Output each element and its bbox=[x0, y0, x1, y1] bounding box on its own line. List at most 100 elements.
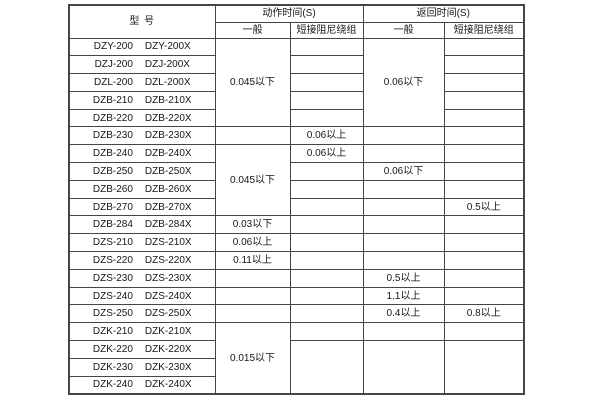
model-cell: DZB-220 DZB-220X bbox=[68, 108, 216, 128]
table-row: DZL-200 DZL-200X bbox=[68, 73, 525, 92]
table-row: DZB-210 DZB-210X bbox=[68, 90, 525, 110]
model-cell: DZB-240 DZB-240X bbox=[68, 144, 216, 164]
cell-ret-general: 0.5以上 bbox=[362, 268, 445, 288]
model-label: DZB-270 bbox=[92, 201, 133, 213]
cell-act-damped bbox=[289, 108, 364, 128]
table-row: DZB-284 DZB-284X 0.03以下 bbox=[68, 215, 525, 235]
model-cell: DZS-210 DZS-210X bbox=[68, 233, 216, 253]
cell-ret-damped bbox=[443, 233, 525, 253]
cell-ret-damped: 0.5以上 bbox=[443, 197, 525, 217]
model-label: DZS-240 bbox=[92, 290, 133, 302]
model-label: DZJ-200 bbox=[94, 59, 133, 71]
cell-ret-damped bbox=[443, 73, 525, 92]
cell-act-general: 0.03以下 bbox=[214, 215, 291, 235]
cell-ret-damped: 0.8以上 bbox=[443, 304, 525, 324]
cell-act-damped bbox=[289, 268, 364, 288]
model-label: DZJ-200X bbox=[144, 59, 190, 71]
cell-ret-damped bbox=[443, 286, 525, 306]
header-action-damped: 短接阻尼绕组 bbox=[289, 21, 364, 39]
table-row: DZB-250 DZB-250X 0.06以下 bbox=[68, 162, 525, 181]
model-label: DZB-210X bbox=[144, 94, 192, 106]
model-label: DZB-240 bbox=[92, 148, 133, 160]
model-label: DZL-200 bbox=[94, 76, 133, 88]
model-cell: DZB-270 DZB-270X bbox=[68, 197, 216, 217]
table-row: DZB-270 DZB-270X 0.5以上 bbox=[68, 197, 525, 217]
cell-act-general: 0.11以上 bbox=[214, 251, 291, 270]
model-label: DZY-200X bbox=[144, 41, 191, 53]
model-label: DZS-210 bbox=[92, 237, 133, 249]
model-cell: DZK-220 DZK-220X bbox=[68, 340, 216, 359]
cell-ret-general bbox=[362, 322, 445, 342]
cell-act-damped bbox=[289, 162, 364, 181]
cell-act-damped bbox=[289, 251, 364, 270]
cell-ret-general: 0.06以下 bbox=[362, 37, 445, 128]
model-cell: DZY-200 DZY-200X bbox=[68, 37, 216, 57]
table-body: DZY-200 DZY-200X 0.045以下 0.06以下 DZJ-200 DZJ-2… bbox=[68, 37, 525, 395]
cell-ret-general bbox=[362, 215, 445, 235]
cell-ret-general bbox=[362, 197, 445, 217]
model-cell: DZB-250 DZB-250X bbox=[68, 162, 216, 181]
model-cell: DZK-210 DZK-210X bbox=[68, 322, 216, 342]
model-cell: DZS-230 DZS-230X bbox=[68, 268, 216, 288]
model-cell: DZS-240 DZS-240X bbox=[68, 286, 216, 306]
model-label: DZK-240X bbox=[144, 379, 192, 391]
cell-act-damped bbox=[289, 73, 364, 92]
cell-act-damped: 0.06以上 bbox=[289, 126, 364, 146]
table-row: DZB-260 DZB-260X bbox=[68, 179, 525, 199]
cell-act-damped bbox=[289, 286, 364, 306]
cell-act-damped bbox=[289, 55, 364, 75]
header-row-1: 型 号 动作时间(S) 返回时间(S) bbox=[68, 4, 525, 39]
header-return-time: 返回时间(S) bbox=[362, 4, 525, 23]
cell-act-damped bbox=[289, 90, 364, 110]
cell-ret-general bbox=[362, 126, 445, 146]
model-label: DZS-220 bbox=[92, 254, 133, 266]
cell-act-general: 0.045以下 bbox=[214, 37, 291, 128]
model-label: DZB-284 bbox=[92, 219, 133, 231]
cell-ret-damped bbox=[443, 90, 525, 110]
model-label: DZB-250X bbox=[144, 165, 192, 177]
model-label: DZS-250X bbox=[144, 308, 192, 320]
model-cell: DZJ-200 DZJ-200X bbox=[68, 55, 216, 75]
header-return-damped: 短接阻尼绕组 bbox=[443, 21, 525, 39]
table-row: DZS-220 DZS-220X 0.11以上 bbox=[68, 251, 525, 270]
cell-act-damped bbox=[289, 322, 364, 342]
cell-act-general: 0.045以下 bbox=[214, 144, 291, 217]
cell-act-damped bbox=[289, 37, 364, 57]
table-row: DZY-200 DZY-200X 0.045以下 0.06以下 bbox=[68, 37, 525, 128]
cell-ret-damped bbox=[443, 322, 525, 342]
table-row: DZK-210 DZK-210X 0.015以下 bbox=[68, 322, 525, 395]
model-label: DZB-270X bbox=[144, 201, 192, 213]
table-row: DZS-230 DZS-230X 0.5以上 bbox=[68, 268, 525, 288]
cell-act-general: 0.06以上 bbox=[214, 233, 291, 253]
model-label: DZS-230X bbox=[144, 272, 192, 284]
model-label: DZK-240 bbox=[92, 379, 133, 391]
table-row: DZK-220 DZK-220X bbox=[68, 340, 525, 395]
table-row: DZS-240 DZS-240X 1.1以上 bbox=[68, 286, 525, 306]
model-label: DZB-240X bbox=[144, 148, 192, 160]
model-label: DZB-220 bbox=[92, 112, 133, 124]
table-row: DZB-240 DZB-240X 0.045以下 0.06以上 bbox=[68, 144, 525, 217]
model-label: DZY-200 bbox=[93, 41, 133, 53]
cell-ret-damped bbox=[443, 37, 525, 57]
cell-act-damped bbox=[289, 179, 364, 199]
table-row: DZS-250 DZS-250X 0.4以上 0.8以上 bbox=[68, 304, 525, 324]
header-return-general: 一般 bbox=[362, 21, 445, 39]
cell-ret-damped bbox=[443, 215, 525, 235]
cell-ret-damped bbox=[443, 268, 525, 288]
cell-ret-general bbox=[362, 179, 445, 199]
cell-ret-general: 0.4以上 bbox=[362, 304, 445, 324]
cell-act-damped bbox=[289, 340, 364, 395]
model-cell: DZK-240 DZK-240X bbox=[68, 375, 216, 395]
cell-ret-general bbox=[362, 144, 445, 164]
cell-act-damped bbox=[289, 197, 364, 217]
cell-act-damped bbox=[289, 233, 364, 253]
table-row: DZS-210 DZS-210X 0.06以上 bbox=[68, 233, 525, 253]
spec-table: 型 号 动作时间(S) 返回时间(S) 一般 短接阻尼绕组 一般 短接阻尼绕组 … bbox=[68, 4, 525, 395]
cell-act-general bbox=[214, 304, 291, 324]
model-label: DZB-260 bbox=[92, 183, 133, 195]
cell-act-general bbox=[214, 268, 291, 288]
header-action-time: 动作时间(S) bbox=[214, 4, 364, 23]
cell-ret-general bbox=[362, 233, 445, 253]
cell-ret-damped bbox=[443, 144, 525, 164]
model-cell: DZS-220 DZS-220X bbox=[68, 251, 216, 270]
